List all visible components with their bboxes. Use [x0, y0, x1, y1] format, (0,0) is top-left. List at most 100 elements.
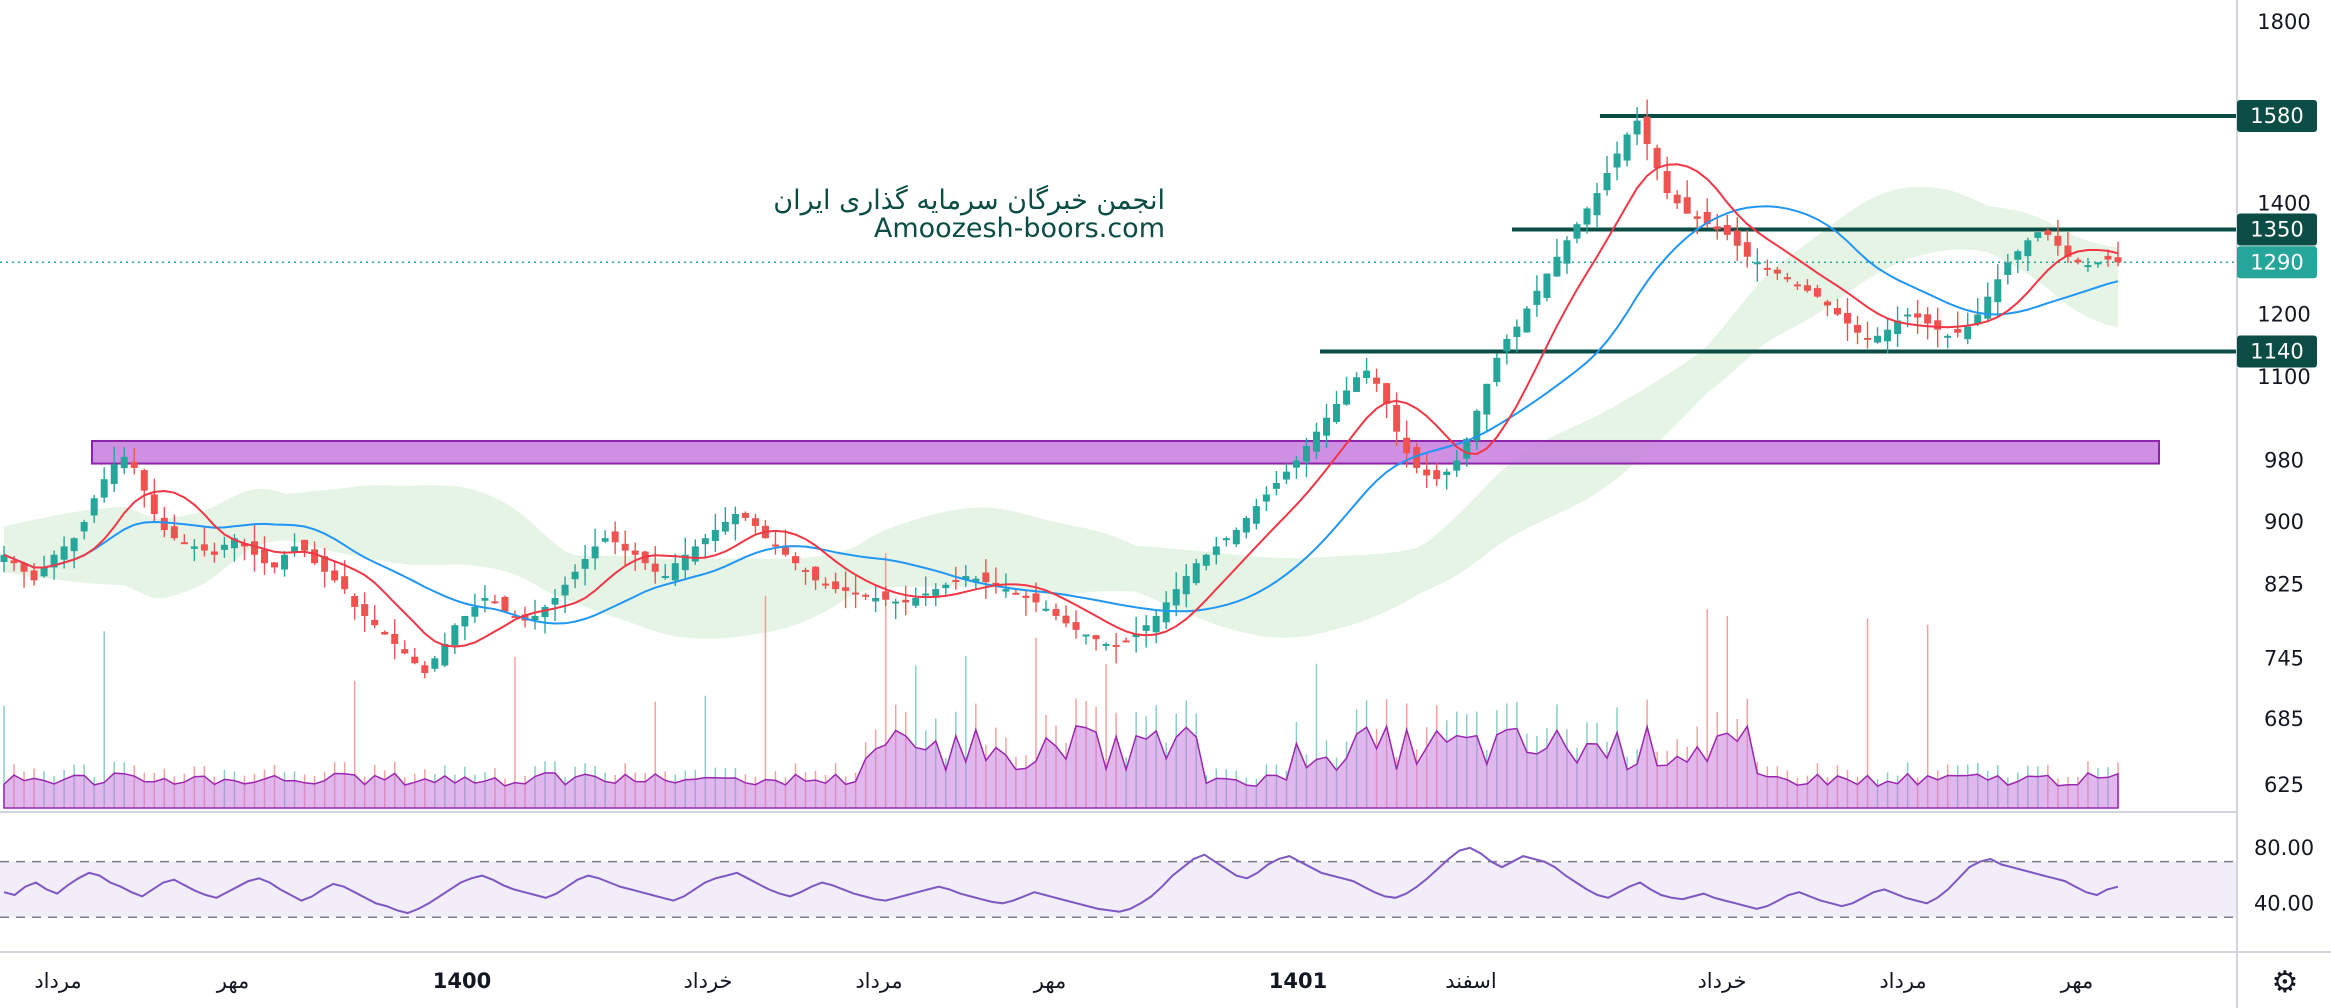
candle-body: [250, 541, 258, 555]
candle-body: [431, 658, 439, 669]
rsi-axis[interactable]: 80.00 40.00: [2254, 836, 2314, 916]
candle-body: [872, 597, 880, 602]
level-tag: [2237, 213, 2317, 246]
price-tick-label: 980: [2264, 449, 2304, 473]
candle-body: [631, 550, 639, 555]
candle-body: [1032, 593, 1040, 603]
candle-body: [471, 606, 479, 617]
candle-body: [2104, 255, 2112, 260]
candle-body: [1092, 635, 1100, 640]
time-tick-label: 1400: [433, 969, 491, 993]
candle-body: [511, 615, 519, 618]
price-tick-label: 1100: [2257, 365, 2310, 389]
candle-body: [491, 601, 499, 604]
candle-body: [1924, 314, 1932, 324]
candle-body: [1262, 494, 1270, 502]
level-tag: [2237, 335, 2317, 368]
time-tick-label: مرداد: [855, 969, 902, 993]
candle-body: [160, 517, 168, 531]
candle-body: [70, 538, 78, 552]
price-tick-label: 745: [2264, 646, 2304, 670]
candle-body: [902, 599, 910, 603]
candle-body: [751, 518, 759, 526]
candle-body: [1974, 314, 1982, 325]
price-axis[interactable]: 1800 1400 1200 1100 980 900 825 745 685 625: [2257, 10, 2310, 797]
candle-body: [1333, 403, 1341, 423]
candle-body: [942, 584, 950, 589]
horizontal-levels[interactable]: [1320, 114, 2237, 354]
candle-body: [2084, 265, 2092, 268]
candle-body: [140, 470, 148, 491]
candle-body: [1633, 120, 1641, 135]
candle-body: [1503, 338, 1511, 352]
rsi-pane[interactable]: [0, 846, 2237, 918]
candle-body: [1723, 224, 1731, 235]
time-tick-label: مهر: [216, 969, 250, 993]
time-axis[interactable]: مرداد مهر 1400 خرداد مرداد مهر 1401 اسفند خرداد م…: [34, 969, 2093, 993]
candle-body: [1904, 314, 1912, 317]
candle-body: [50, 554, 58, 568]
rsi-line: [3, 846, 2119, 915]
candle-body: [1603, 173, 1611, 191]
price-tick-label: 900: [2264, 510, 2304, 534]
price-tick-label: 625: [2264, 773, 2304, 797]
candle-body: [301, 539, 309, 551]
candle-body: [371, 619, 379, 626]
candle-body: [2114, 257, 2122, 263]
candle-body: [1152, 616, 1160, 633]
candle-body: [1082, 634, 1090, 637]
time-tick-label: 1401: [1269, 969, 1327, 993]
candle-body: [150, 494, 158, 515]
candle-body: [1383, 383, 1391, 404]
level-tags: 1580 1350 1140 1290: [2237, 100, 2317, 368]
last-price-tag: [2237, 246, 2317, 279]
candle-body: [10, 560, 18, 564]
candle-body: [281, 554, 289, 570]
candle-body: [501, 596, 509, 612]
candle-body: [581, 558, 589, 569]
candle-body: [1052, 608, 1060, 617]
candle-body: [1323, 417, 1331, 436]
candle-body: [892, 601, 900, 604]
candle-body: [1172, 589, 1180, 606]
candle-body: [882, 591, 890, 600]
candle-body: [1292, 460, 1300, 468]
candle-body: [1643, 116, 1651, 144]
price-tick-label: 685: [2264, 707, 2304, 731]
level-tag-label: 1350: [2250, 218, 2303, 242]
candle-body: [1242, 517, 1250, 533]
candle-body: [130, 461, 138, 468]
price-tick-label: 825: [2264, 573, 2304, 597]
candle-body: [972, 578, 980, 583]
candle-body: [1523, 308, 1531, 333]
candle-body: [341, 576, 349, 590]
candle-body: [1282, 471, 1290, 480]
candle-body: [962, 576, 970, 580]
candle-body: [1493, 357, 1501, 383]
candle-body: [1874, 335, 1882, 343]
candle-body: [1212, 546, 1220, 555]
price-pane[interactable]: انجمن خبرگان سرمایه گذاری ایران Amoozesh…: [0, 99, 2237, 809]
candle-body: [1884, 329, 1892, 342]
candle-body: [1353, 377, 1361, 392]
candle-body: [361, 604, 369, 617]
cloud-area: [4, 186, 2118, 639]
candle-body: [1182, 576, 1190, 595]
candle-body: [1393, 404, 1401, 432]
candle-body: [30, 570, 38, 581]
candle-body: [1142, 625, 1150, 631]
candle-body: [2074, 259, 2082, 263]
candle-body: [561, 584, 569, 596]
gear-icon[interactable]: ⚙: [2272, 965, 2299, 1000]
candle-body: [80, 521, 88, 532]
candle-body: [1513, 326, 1521, 337]
candle-body: [551, 597, 559, 605]
candle-body: [1803, 285, 1811, 291]
candle-body: [1703, 211, 1711, 225]
time-tick-label: اسفند: [1445, 969, 1496, 993]
candle-body: [1192, 563, 1200, 584]
candle-body: [311, 549, 319, 564]
candle-body: [771, 544, 779, 547]
candle-body: [1613, 153, 1621, 168]
